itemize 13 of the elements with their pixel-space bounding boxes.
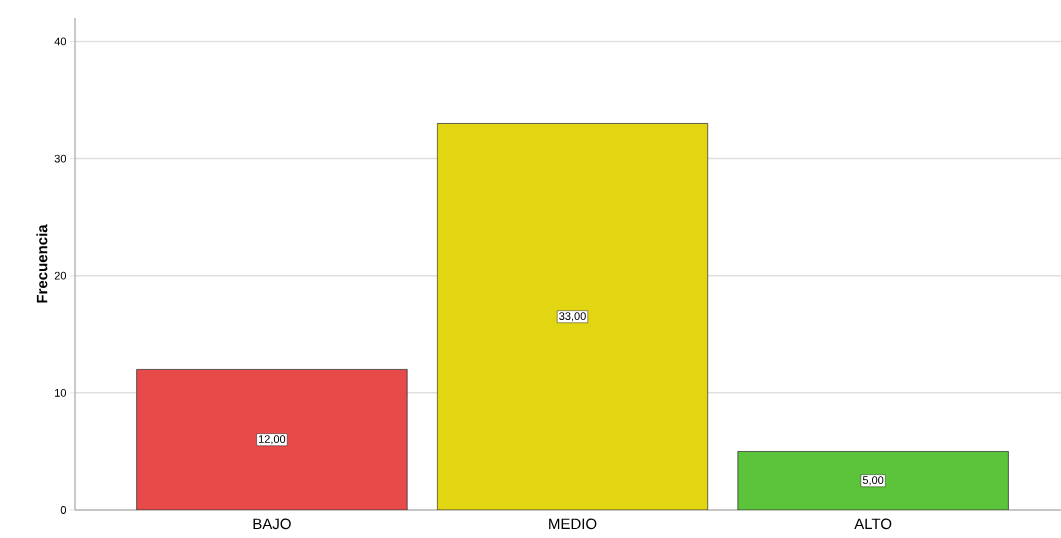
y-tick-label: 20 xyxy=(54,271,67,280)
y-tick-label: 0 xyxy=(60,506,67,514)
y-tick-label: 40 xyxy=(54,37,67,46)
bar xyxy=(436,123,709,510)
x-tick-label: MEDIO xyxy=(549,518,597,530)
x-tick-label: ALTO xyxy=(854,518,892,530)
data-label: 5,00 xyxy=(862,476,884,486)
data-label: 12,00 xyxy=(258,435,286,445)
x-tick-label: BAJO xyxy=(253,518,291,530)
data-label: 33,00 xyxy=(559,312,586,322)
y-tick-label: 10 xyxy=(55,388,67,397)
y-tick-label: 30 xyxy=(54,154,67,163)
y-axis-title: Frecuencia xyxy=(36,224,48,303)
